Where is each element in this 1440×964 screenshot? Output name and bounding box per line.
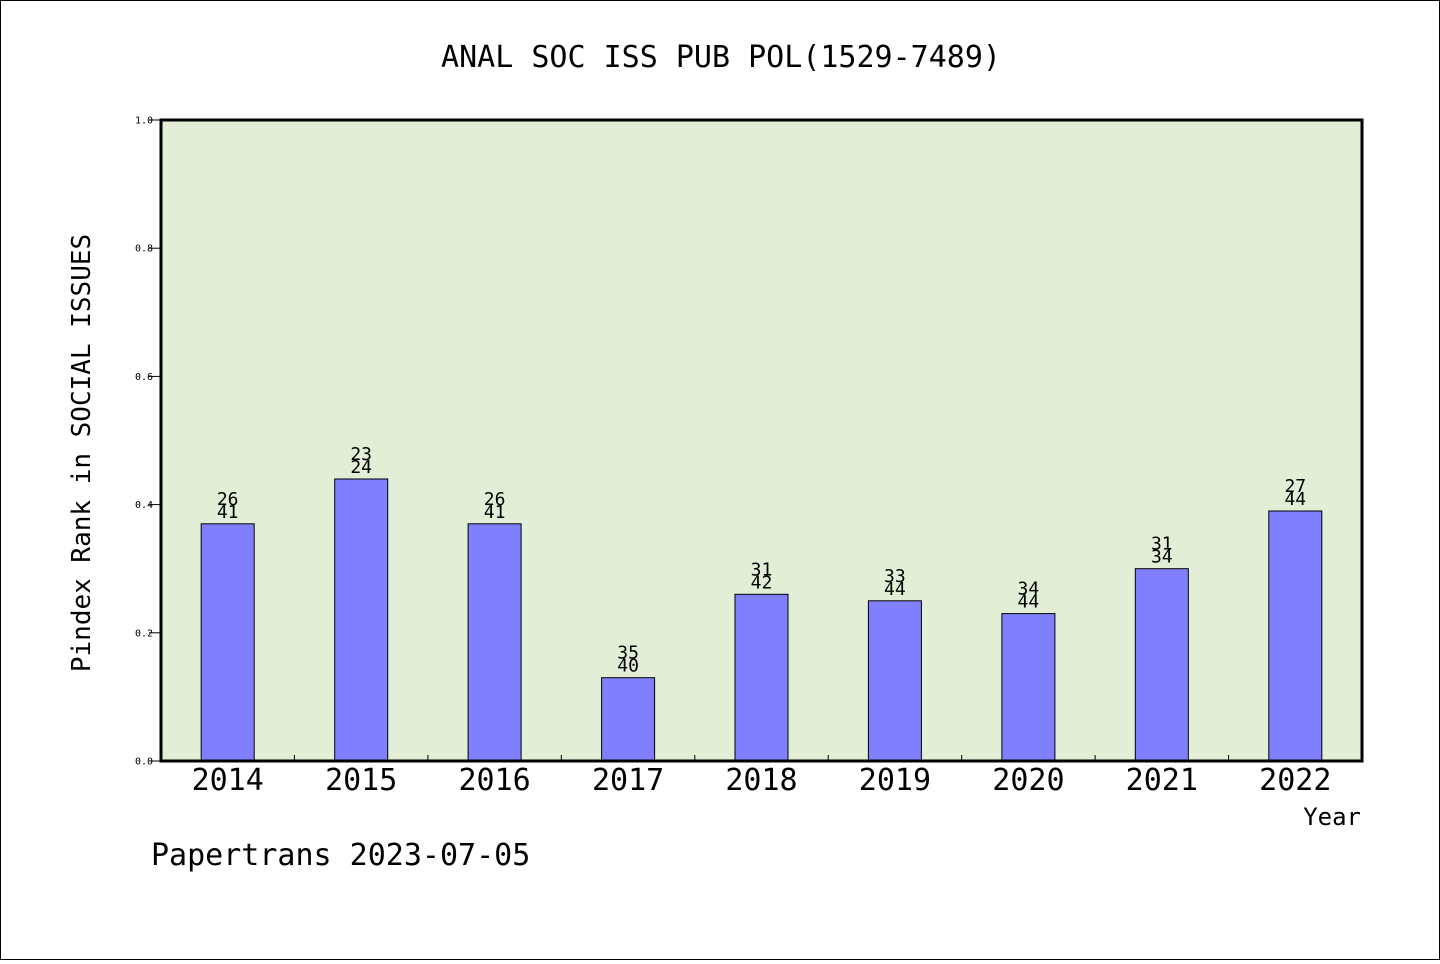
bars-group [200,478,1323,762]
data-label-bottom-2018: 42 [751,572,773,593]
data-label-top-2015: 23 [350,444,372,465]
x-tick-label-2021: 2021 [1126,763,1198,798]
x-axis: 2014 2015 2016 2017 2018 2019 2020 2021 2022 [192,755,1331,798]
x-tick-label-2017: 2017 [592,763,664,798]
chart-title: ANAL SOC ISS PUB POL(1529-7489) [441,40,1001,75]
y-tick-label-0.6: 0.6 [135,372,153,383]
footer-text: Papertrans 2023-07-05 [151,838,530,873]
data-label-top-2022: 27 [1284,476,1306,497]
y-tick-label-1.0: 1.0 [135,116,153,127]
data-label-top-2021: 31 [1151,534,1173,555]
y-tick-label-0.4: 0.4 [135,500,153,511]
data-label-bottom-2022: 44 [1284,489,1306,510]
x-tick-label-2019: 2019 [859,763,931,798]
y-tick-label-0.2: 0.2 [135,628,153,639]
data-label-top-2014: 26 [217,489,239,510]
x-tick-label-2016: 2016 [458,763,530,798]
x-tick-label-2020: 2020 [992,763,1064,798]
data-label-top-2020: 34 [1018,579,1040,600]
data-label-bottom-2017: 40 [617,656,639,677]
plot-border [159,118,1364,763]
x-tick-label-2022: 2022 [1259,763,1331,798]
bar-2021 [1134,568,1189,762]
data-label-top-2017: 35 [617,643,639,664]
bar-2018 [734,593,789,762]
data-label-top-2019: 33 [884,566,906,587]
data-label-bottom-2016: 41 [484,502,506,523]
bar-2015 [334,478,389,762]
data-label-bottom-2020: 44 [1018,592,1040,613]
x-tick-label-2018: 2018 [725,763,797,798]
x-axis-label: Year [1303,803,1361,831]
data-label-top-2016: 26 [484,489,506,510]
y-axis-label: Pindex Rank in SOCIAL ISSUES [67,234,97,672]
y-axis: 0.0 0.2 0.4 0.6 0.8 1.0 [135,116,161,768]
data-label-bottom-2014: 41 [217,502,239,523]
bar-2016 [467,523,522,762]
y-tick-label-0.0: 0.0 [135,757,153,768]
bar-2019 [867,600,922,762]
x-tick-label-2015: 2015 [325,763,397,798]
bar-2017 [601,677,656,762]
data-label-bottom-2021: 34 [1151,547,1173,568]
bar-2022 [1268,510,1323,762]
bar-2014 [200,523,255,762]
data-label-bottom-2015: 24 [350,457,372,478]
x-tick-label-2014: 2014 [192,763,264,798]
y-tick-label-0.8: 0.8 [135,244,153,255]
data-label-top-2018: 31 [751,559,773,580]
data-label-bottom-2019: 44 [884,579,906,600]
bar-2020 [1001,613,1056,762]
